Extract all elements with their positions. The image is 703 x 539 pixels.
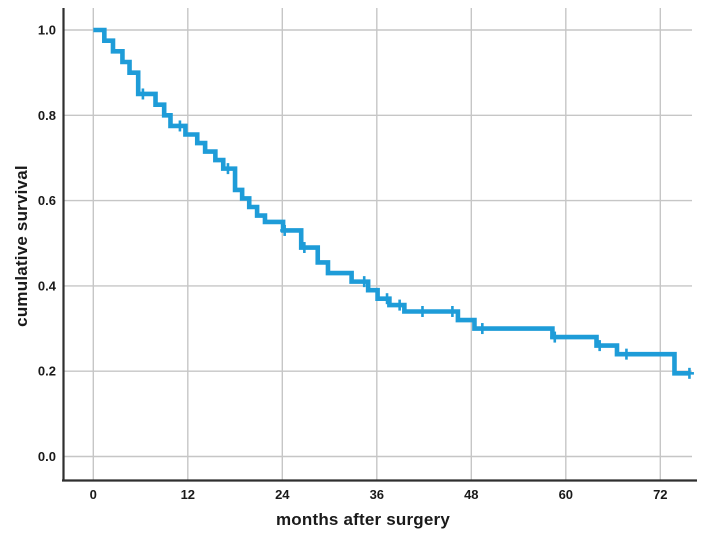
x-tick-label: 36 <box>370 487 384 502</box>
y-tick-label: 1.0 <box>38 23 56 38</box>
y-axis-title: cumulative survival <box>12 165 31 327</box>
x-axis-title: months after surgery <box>275 510 451 529</box>
survival-curve <box>93 27 690 376</box>
x-tick-label: 60 <box>559 487 573 502</box>
y-tick-label: 0.2 <box>38 364 56 379</box>
x-tick-label: 12 <box>181 487 195 502</box>
x-tick-label: 24 <box>275 487 290 502</box>
y-tick-label: 0.6 <box>38 193 56 208</box>
y-tick-label: 0.0 <box>38 449 56 464</box>
x-tick-label: 48 <box>464 487 478 502</box>
y-tick-label: 0.4 <box>38 278 57 293</box>
x-tick-label: 0 <box>90 487 97 502</box>
y-tick-label: 0.8 <box>38 108 56 123</box>
x-tick-label: 72 <box>653 487 667 502</box>
